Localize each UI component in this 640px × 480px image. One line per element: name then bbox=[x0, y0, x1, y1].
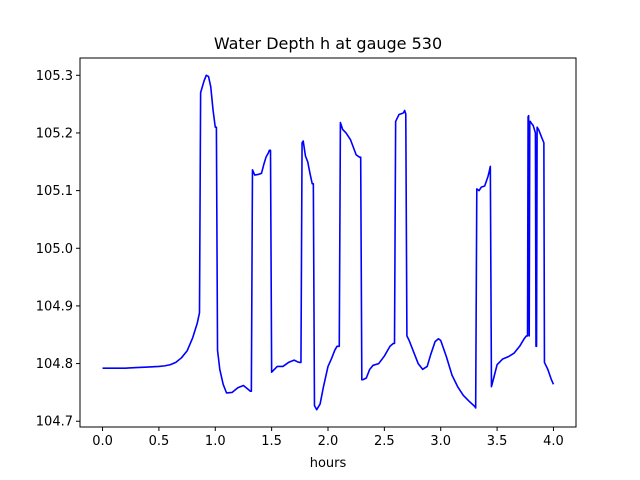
x-axis-label: hours bbox=[310, 456, 347, 471]
y-tick-label: 104.7 bbox=[36, 415, 73, 430]
x-tick-label: 3.5 bbox=[487, 434, 508, 449]
x-tick-label: 4.0 bbox=[543, 434, 564, 449]
y-tick-label: 105.3 bbox=[36, 69, 73, 84]
y-tick-label: 104.9 bbox=[36, 299, 73, 314]
x-tick-label: 0.0 bbox=[92, 434, 113, 449]
plot-area bbox=[102, 74, 555, 411]
x-axis: 0.0 0.5 1.0 1.5 2.0 2.5 3.0 3.5 4.0 bbox=[92, 427, 564, 449]
y-tick-label: 105.2 bbox=[36, 126, 73, 141]
chart-title: Water Depth h at gauge 530 bbox=[214, 34, 442, 53]
series-line-0 bbox=[102, 74, 555, 411]
x-tick-label: 2.0 bbox=[318, 434, 339, 449]
y-tick-label: 104.8 bbox=[36, 357, 73, 372]
y-axis: 104.7 104.8 104.9 105.0 105.1 105.2 105.3 bbox=[36, 69, 80, 430]
x-tick-label: 3.0 bbox=[430, 434, 451, 449]
x-tick-label: 1.0 bbox=[205, 434, 226, 449]
x-tick-label: 1.5 bbox=[261, 434, 282, 449]
plot-frame bbox=[79, 57, 577, 428]
x-tick-label: 0.5 bbox=[149, 434, 170, 449]
y-tick-label: 105.1 bbox=[36, 184, 73, 199]
x-tick-label: 2.5 bbox=[374, 434, 395, 449]
y-tick-label: 105.0 bbox=[36, 242, 73, 257]
